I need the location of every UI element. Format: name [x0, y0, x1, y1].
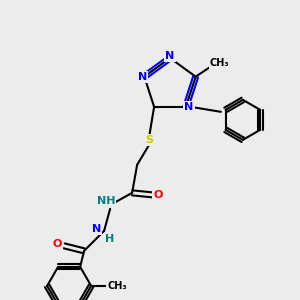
- Text: O: O: [153, 190, 163, 200]
- Text: CH₃: CH₃: [210, 58, 230, 68]
- Text: N: N: [184, 102, 194, 112]
- Text: CH₃: CH₃: [107, 281, 127, 291]
- Text: N: N: [165, 51, 175, 61]
- Text: S: S: [145, 135, 153, 145]
- Text: N: N: [138, 72, 147, 82]
- Text: NH: NH: [97, 196, 116, 206]
- Text: H: H: [104, 234, 114, 244]
- Text: O: O: [52, 239, 62, 249]
- Text: N: N: [92, 224, 101, 234]
